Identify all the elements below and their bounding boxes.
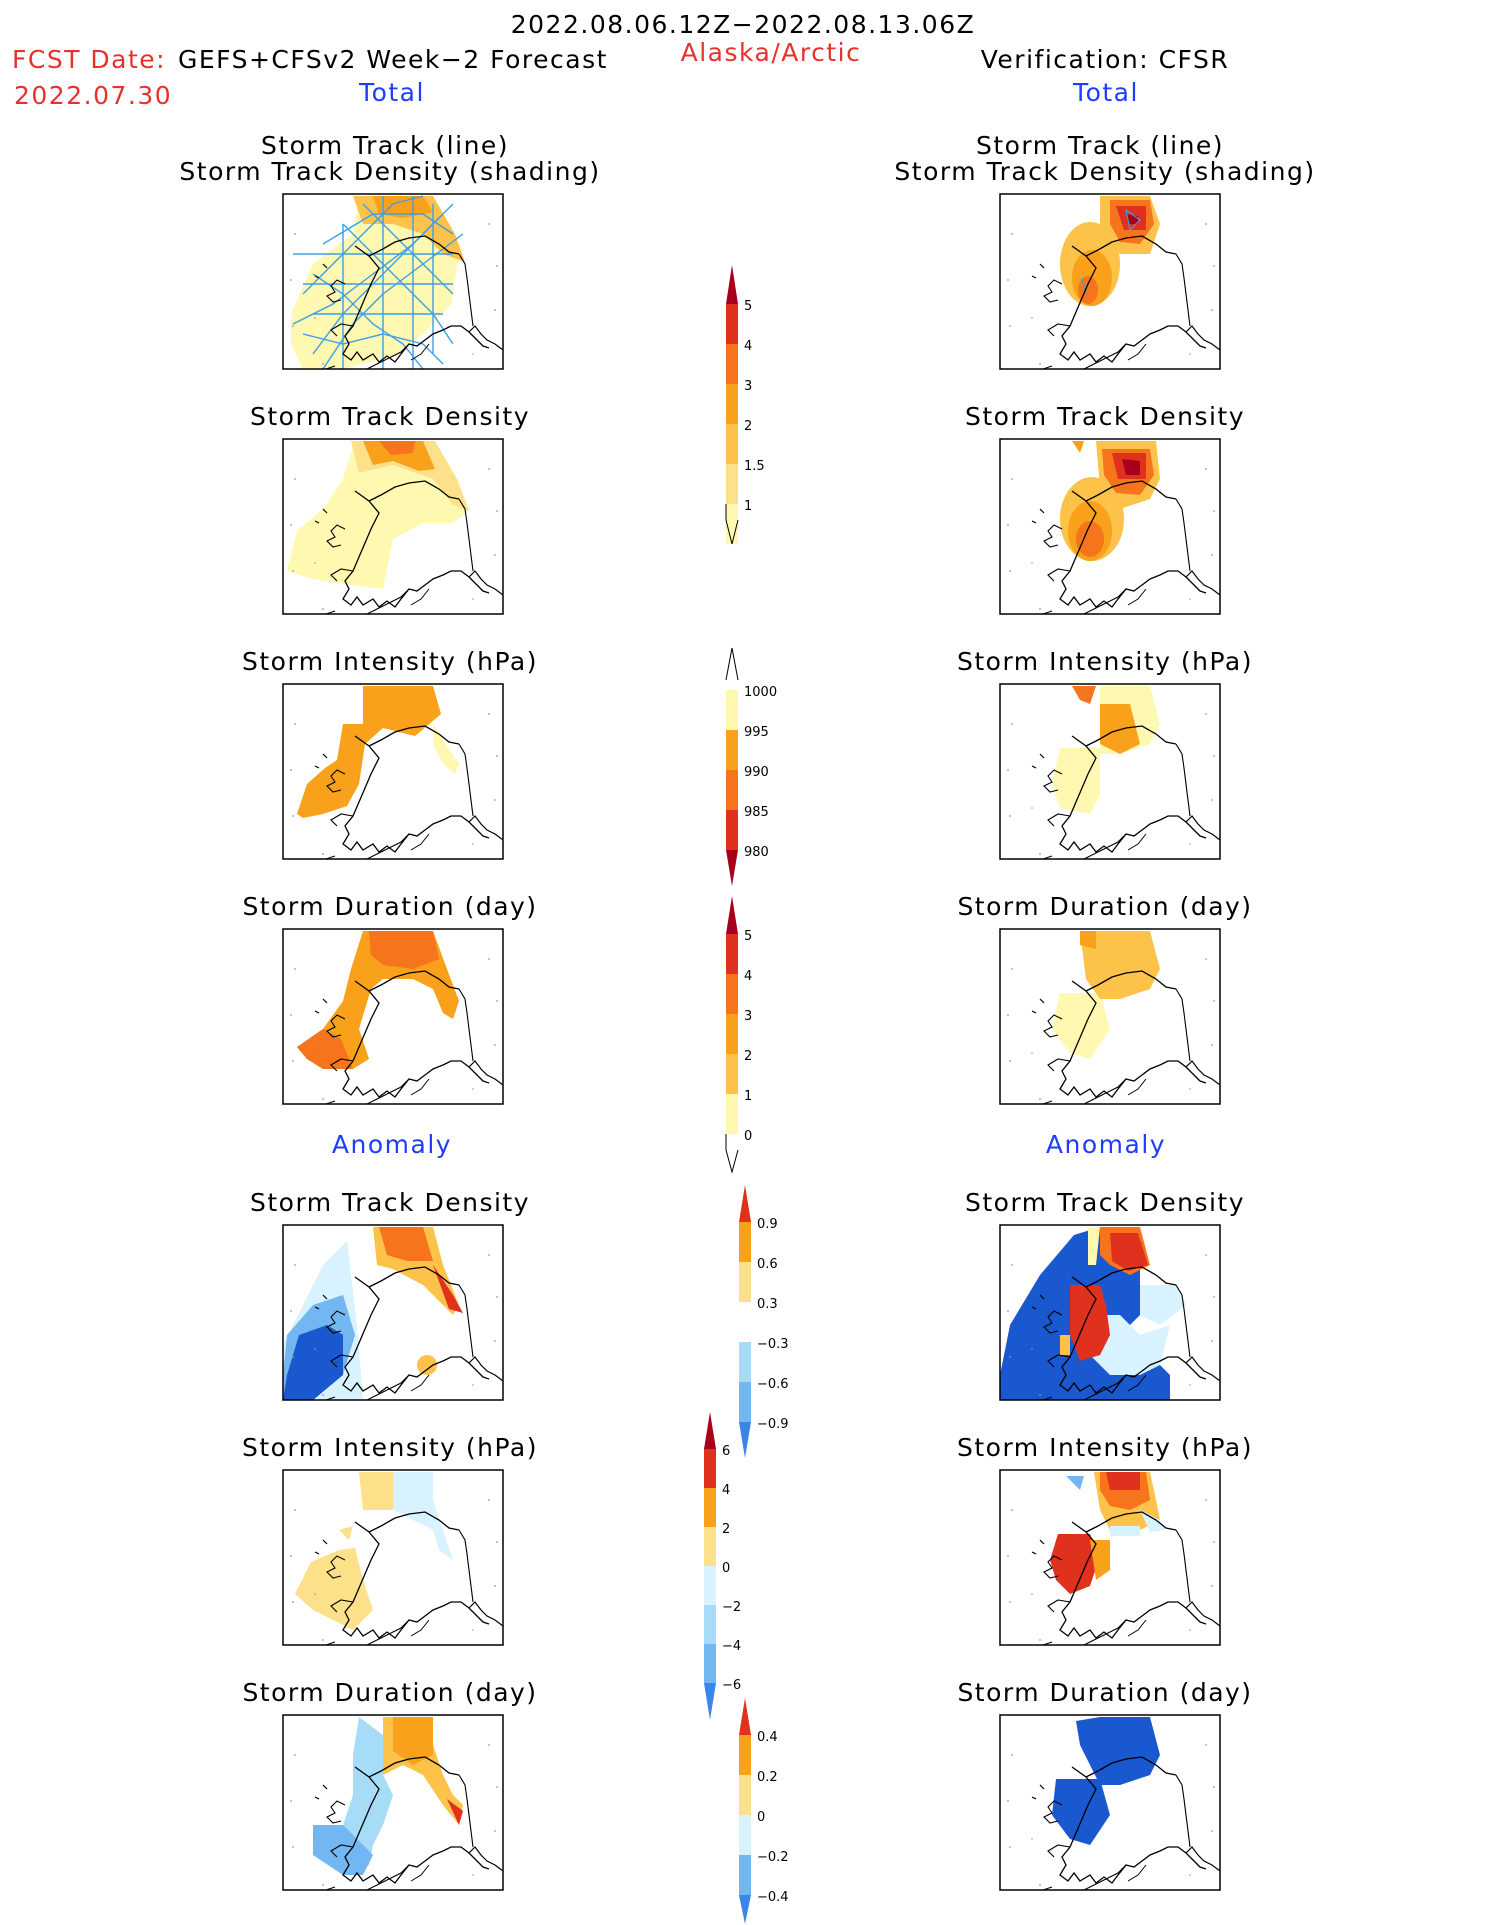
cb6-l4: −0.4 [757,1890,789,1905]
map-left-anom-duration [282,1714,504,1891]
title-right-anom-intensity: Storm Intensity (hPa) [957,1433,1253,1462]
map-right-intensity [999,683,1221,860]
section-anomaly-left: Anomaly [331,1130,453,1159]
cb4-l3: −0.3 [757,1337,789,1352]
colorbar-total-intensity: 1000 995 990 985 980 [725,647,777,886]
title-left-anom-intensity: Storm Intensity (hPa) [242,1433,538,1462]
cb4-l4: −0.6 [757,1377,789,1392]
cb3-l5: 0 [744,1129,752,1144]
cb5-l1: 4 [722,1483,730,1498]
cb6-l0: 0.4 [757,1730,778,1745]
cb1-l3: 2 [744,419,752,434]
map-left-track [282,193,504,370]
title-right-track-shading: Storm Track Density (shading) [894,157,1316,186]
cb4-l1: 0.6 [757,1257,778,1272]
title-left-duration: Storm Duration (day) [242,892,538,921]
map-left-anom-density [282,1224,504,1401]
fcst-model: GEFS+CFSv2 Week−2 Forecast [178,45,608,74]
cb1-l0: 5 [744,299,752,314]
cb2-l0: 1000 [744,685,777,700]
cb4-l0: 0.9 [757,1217,778,1232]
title-right-intensity: Storm Intensity (hPa) [957,647,1253,676]
map-left-intensity [282,683,504,860]
title-left-density: Storm Track Density [249,402,531,431]
cb4-l5: −0.9 [757,1417,789,1432]
cb4-l2: 0.3 [757,1297,778,1312]
map-left-anom-intensity [282,1469,504,1646]
map-right-duration [999,928,1221,1105]
colorbar-total-density: 5 4 3 2 1.5 1 [725,265,765,545]
title-right-anom-duration: Storm Duration (day) [957,1678,1253,1707]
title-left-intensity: Storm Intensity (hPa) [242,647,538,676]
cb5-l5: −4 [722,1639,741,1654]
cb2-l4: 980 [744,845,769,860]
colorbar-total-duration: 5 4 3 2 1 0 [725,896,752,1174]
fcst-date-label: FCST Date: [12,45,167,74]
map-right-anom-intensity [999,1469,1221,1646]
cb6-l3: −0.2 [757,1850,789,1865]
map-right-anom-density [999,1224,1221,1401]
cb2-l3: 985 [744,805,769,820]
map-left-duration [282,928,504,1105]
cb5-l0: 6 [722,1444,730,1459]
title-left-track-line: Storm Track (line) [260,131,510,160]
cb5-l3: 0 [722,1561,730,1576]
title-right-track-line: Storm Track (line) [975,131,1225,160]
cb3-l4: 1 [744,1089,752,1104]
title-right-duration: Storm Duration (day) [957,892,1253,921]
cb5-l6: −6 [722,1678,741,1693]
cb3-l3: 2 [744,1049,752,1064]
fcst-date-value: 2022.07.30 [14,81,173,110]
cb1-l5: 1 [744,499,752,514]
title-left-anom-density: Storm Track Density [249,1188,531,1217]
cb6-l2: 0 [757,1810,765,1825]
cb3-l0: 5 [744,929,752,944]
colorbar-anom-density: 0.9 0.6 0.3 −0.3 −0.6 −0.9 [739,1185,789,1458]
section-anomaly-right: Anomaly [1045,1130,1167,1159]
map-left-density [282,438,504,615]
section-total-right: Total [1073,78,1139,107]
cb5-l4: −2 [722,1600,741,1615]
region-title: Alaska/Arctic [680,38,862,67]
cb2-l2: 990 [744,765,769,780]
title-right-density: Storm Track Density [964,402,1246,431]
cb1-l2: 3 [744,379,752,394]
cb6-l1: 0.2 [757,1770,778,1785]
cb1-l4: 1.5 [744,459,765,474]
cb2-l1: 995 [744,725,769,740]
map-right-density [999,438,1221,615]
title-left-track-shading: Storm Track Density (shading) [179,157,601,186]
verification-label: Verification: CFSR [980,45,1230,74]
colorbar-anom-intensity: 6 4 2 0 −2 −4 −6 [704,1412,741,1720]
map-right-anom-duration [999,1714,1221,1891]
cb5-l2: 2 [722,1522,730,1537]
cb3-l2: 3 [744,1009,752,1024]
period-title: 2022.08.06.12Z−2022.08.13.06Z [510,10,976,39]
title-right-anom-density: Storm Track Density [964,1188,1246,1217]
colorbar-anom-duration: 0.4 0.2 0 −0.2 −0.4 [739,1698,789,1924]
title-left-anom-duration: Storm Duration (day) [242,1678,538,1707]
section-total-left: Total [359,78,425,107]
cb1-l1: 4 [744,339,752,354]
cb3-l1: 4 [744,969,752,984]
map-right-track [999,193,1221,370]
